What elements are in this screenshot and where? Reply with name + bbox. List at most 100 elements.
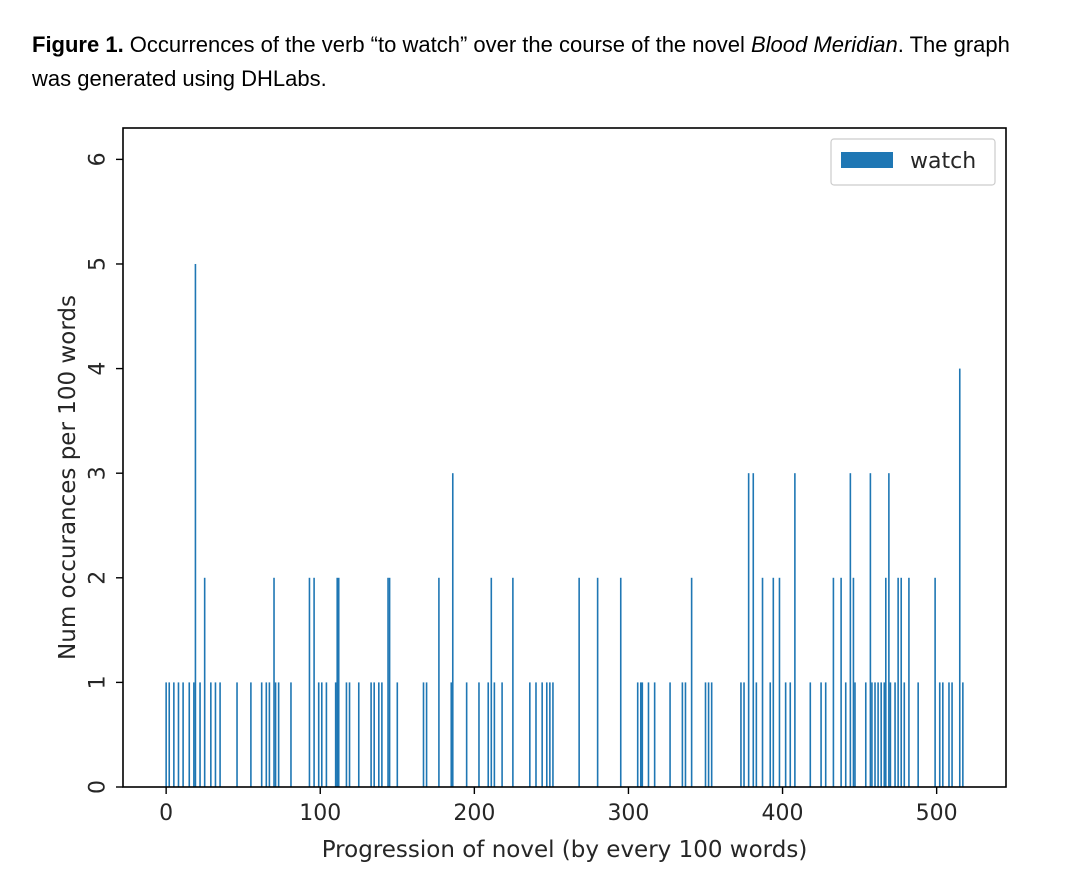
bar xyxy=(740,682,742,787)
bar xyxy=(345,682,348,787)
bar xyxy=(236,682,238,787)
legend-label-watch: watch xyxy=(910,149,976,174)
bar xyxy=(962,682,964,787)
x-tick-label: 400 xyxy=(762,801,804,826)
bar xyxy=(317,682,320,787)
bar xyxy=(772,577,775,787)
bar xyxy=(707,682,710,787)
y-axis-ticks: 0 1 2 3 4 5 6 xyxy=(86,152,123,794)
bar xyxy=(337,577,340,787)
bar xyxy=(478,682,480,787)
bar xyxy=(373,682,375,787)
bar xyxy=(277,682,280,787)
bar xyxy=(743,682,745,787)
x-tick-label: 500 xyxy=(916,801,958,826)
bar xyxy=(438,577,440,787)
bar xyxy=(710,682,713,787)
bar xyxy=(880,682,882,787)
bar xyxy=(529,682,531,787)
bar xyxy=(199,682,201,787)
x-tick-label: 100 xyxy=(299,801,341,826)
x-axis-ticks: 0 100 200 300 400 500 xyxy=(159,787,958,826)
bar xyxy=(578,577,580,787)
bar xyxy=(274,682,277,787)
bar xyxy=(854,682,856,787)
bar xyxy=(425,682,428,787)
bar xyxy=(381,682,383,787)
bar xyxy=(809,682,812,787)
y-tick-label: 4 xyxy=(86,362,111,376)
bar xyxy=(219,682,221,787)
bar xyxy=(182,682,184,787)
bar xyxy=(653,682,656,787)
bar xyxy=(596,577,599,787)
bar xyxy=(501,682,503,787)
bar xyxy=(888,473,890,787)
bar xyxy=(894,682,896,787)
caption-text-end: . The graph was generated using DHLabs. xyxy=(32,32,1010,91)
bar xyxy=(778,577,781,787)
bars-group xyxy=(165,263,964,788)
bar xyxy=(493,682,496,787)
bar xyxy=(883,682,886,787)
x-tick-label: 300 xyxy=(607,801,649,826)
y-tick-label: 5 xyxy=(86,257,111,271)
bar xyxy=(336,577,338,787)
bar xyxy=(549,682,551,787)
bar xyxy=(290,682,292,787)
y-tick-label: 3 xyxy=(86,466,111,480)
bar xyxy=(824,682,827,787)
bar xyxy=(849,473,852,787)
bar xyxy=(908,577,910,787)
bar xyxy=(250,682,252,787)
bar xyxy=(552,682,554,787)
bar xyxy=(903,682,906,787)
bar xyxy=(535,682,537,787)
bar xyxy=(669,682,671,787)
bar xyxy=(938,682,941,787)
x-tick-label: 0 xyxy=(159,801,173,826)
bar xyxy=(761,577,764,787)
bar xyxy=(885,577,887,787)
bar xyxy=(422,682,425,787)
bar xyxy=(313,577,315,787)
bar xyxy=(490,577,493,787)
bar xyxy=(210,682,212,787)
bar xyxy=(487,682,490,787)
bar xyxy=(165,682,167,787)
bar xyxy=(370,682,372,787)
bar xyxy=(681,682,684,787)
bar xyxy=(784,682,787,787)
bar xyxy=(647,682,650,787)
bar xyxy=(320,682,323,787)
x-tick-label: 200 xyxy=(453,801,495,826)
bar xyxy=(752,473,755,787)
bar xyxy=(168,682,171,787)
bar xyxy=(958,368,961,787)
bar xyxy=(900,577,903,787)
bar xyxy=(641,682,644,787)
bar xyxy=(897,577,899,787)
bar xyxy=(639,682,642,787)
y-axis-label: Num occurances per 100 words xyxy=(55,295,81,660)
bar xyxy=(396,682,399,787)
bar xyxy=(684,682,687,787)
bar xyxy=(541,682,543,787)
y-tick-label: 1 xyxy=(86,675,111,689)
bar xyxy=(378,682,380,787)
bar xyxy=(704,682,707,787)
bar xyxy=(690,577,693,787)
bar xyxy=(864,682,867,787)
bar xyxy=(268,682,271,787)
bar xyxy=(357,682,360,787)
bar xyxy=(747,473,750,787)
bar xyxy=(214,682,217,787)
figure-caption: Figure 1. Occurrences of the verb “to wa… xyxy=(32,28,1052,96)
bar xyxy=(387,577,389,787)
bar xyxy=(948,682,950,787)
bar xyxy=(869,473,872,787)
bar xyxy=(177,682,180,787)
bar xyxy=(844,682,847,787)
bar xyxy=(794,473,796,787)
bar xyxy=(203,577,206,787)
